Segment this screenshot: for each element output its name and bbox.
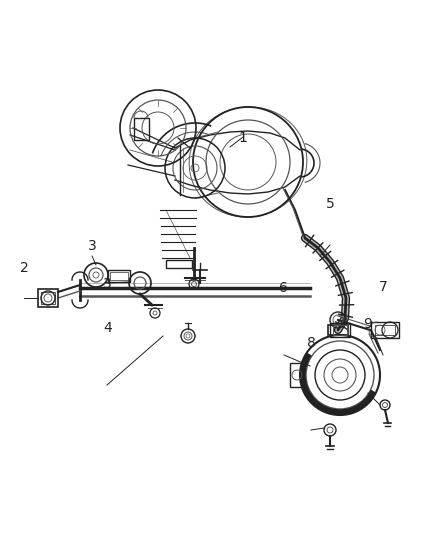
Bar [134, 118, 149, 140]
Bar [330, 323, 350, 337]
Text: 6: 6 [279, 281, 288, 295]
Bar [290, 363, 304, 387]
Bar [166, 260, 192, 268]
Text: 8: 8 [307, 336, 315, 350]
Text: 7: 7 [379, 280, 388, 294]
Text: 3: 3 [88, 239, 96, 253]
Bar [375, 325, 395, 335]
Bar [328, 325, 348, 335]
Text: 4: 4 [103, 321, 112, 335]
Bar [110, 272, 128, 280]
Bar [333, 325, 347, 335]
Text: 3: 3 [103, 277, 112, 290]
Bar [38, 289, 58, 307]
Text: 9: 9 [364, 317, 372, 330]
Bar [108, 270, 130, 282]
Text: 5: 5 [326, 197, 335, 211]
Bar [41, 292, 55, 304]
Bar [371, 322, 399, 338]
Text: 1: 1 [239, 131, 247, 144]
Text: 2: 2 [20, 261, 28, 274]
